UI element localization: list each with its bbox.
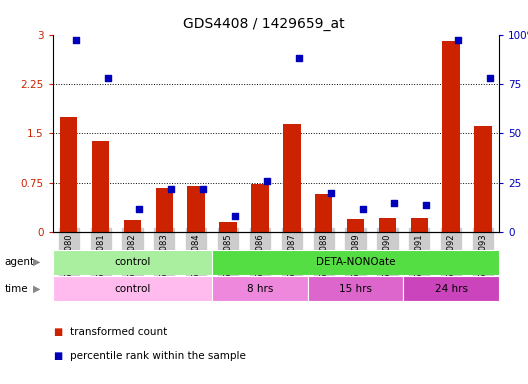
Bar [379, 218, 396, 232]
Point [295, 55, 303, 61]
Point [231, 214, 239, 220]
FancyBboxPatch shape [212, 276, 308, 301]
Text: control: control [114, 284, 150, 294]
Text: time: time [4, 284, 28, 294]
Point [103, 75, 112, 81]
Point [199, 186, 208, 192]
Text: agent: agent [4, 257, 34, 267]
Text: ▶: ▶ [33, 257, 40, 267]
FancyBboxPatch shape [212, 250, 499, 275]
Bar [60, 117, 78, 232]
Text: ■: ■ [53, 351, 62, 361]
FancyBboxPatch shape [53, 250, 212, 275]
Bar [442, 41, 460, 232]
Bar [219, 222, 237, 232]
Bar [411, 218, 428, 232]
Bar [315, 194, 333, 232]
Bar [474, 126, 492, 232]
Text: 15 hrs: 15 hrs [339, 284, 372, 294]
FancyBboxPatch shape [403, 276, 499, 301]
Text: percentile rank within the sample: percentile rank within the sample [70, 351, 246, 361]
Point [359, 205, 367, 212]
Text: ■: ■ [53, 327, 62, 337]
Point [486, 75, 494, 81]
Bar [124, 220, 141, 232]
Point [326, 190, 335, 196]
Bar [156, 188, 173, 232]
Bar [283, 124, 300, 232]
Text: transformed count: transformed count [70, 327, 167, 337]
Text: 24 hrs: 24 hrs [435, 284, 468, 294]
Point [135, 205, 144, 212]
Text: control: control [114, 257, 150, 267]
Bar [347, 219, 364, 232]
Point [390, 200, 399, 206]
Point [71, 37, 80, 43]
Point [422, 202, 430, 208]
Text: 8 hrs: 8 hrs [247, 284, 273, 294]
Bar [187, 186, 205, 232]
FancyBboxPatch shape [308, 276, 403, 301]
Bar [251, 184, 269, 232]
Point [167, 186, 176, 192]
Text: DETA-NONOate: DETA-NONOate [316, 257, 395, 267]
Text: GDS4408 / 1429659_at: GDS4408 / 1429659_at [183, 17, 345, 31]
FancyBboxPatch shape [53, 276, 212, 301]
Text: ▶: ▶ [33, 284, 40, 294]
Point [263, 178, 271, 184]
Point [454, 37, 463, 43]
Bar [92, 141, 109, 232]
